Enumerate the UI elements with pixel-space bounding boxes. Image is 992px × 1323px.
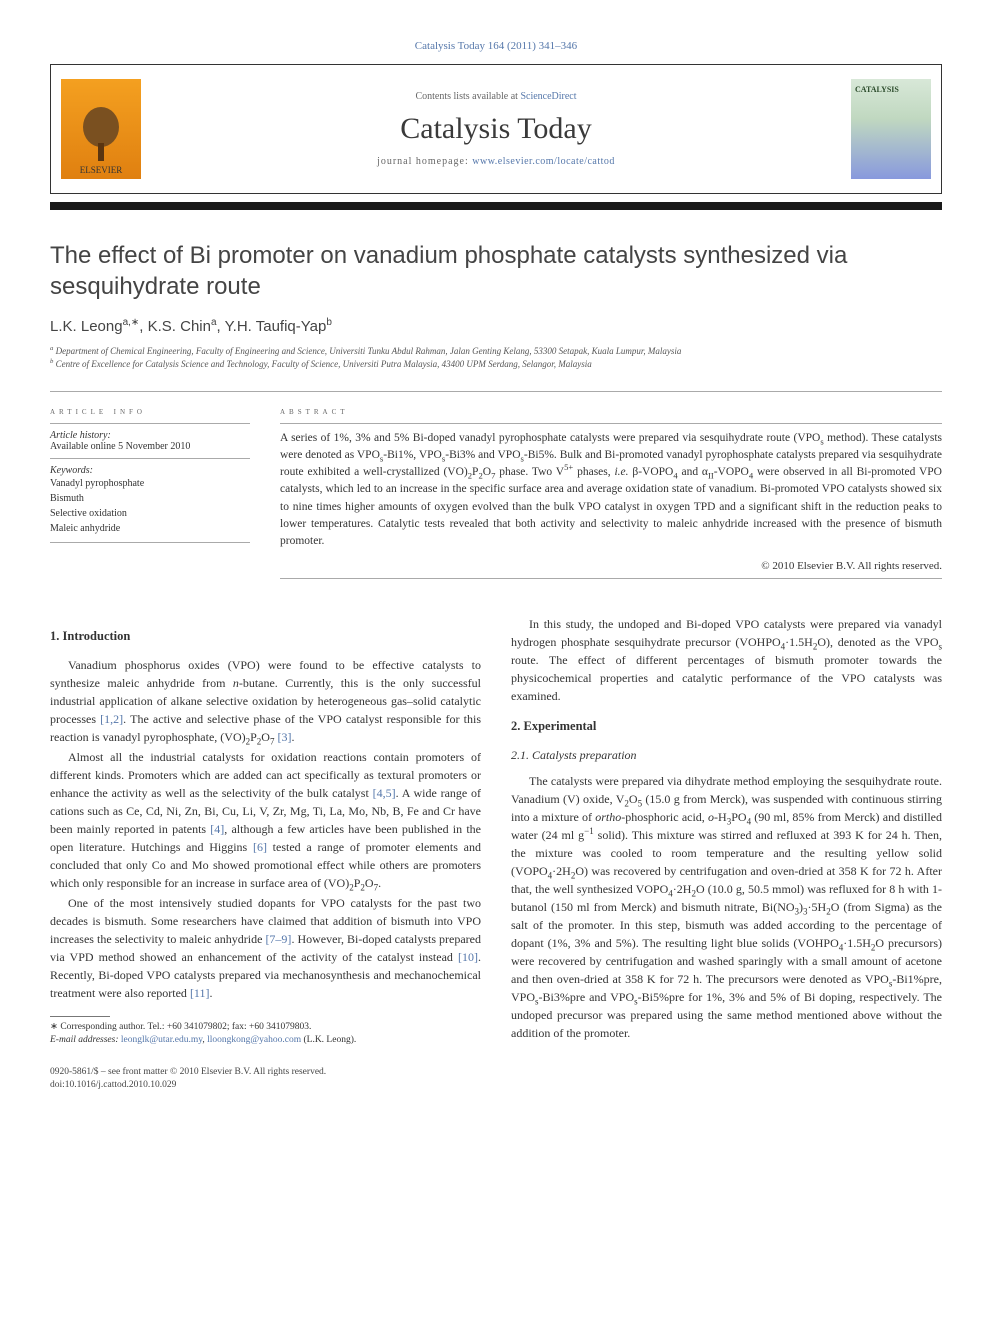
article-title: The effect of Bi promoter on vanadium ph… [50,240,942,302]
paragraph: The catalysts were prepared via dihydrat… [511,772,942,1042]
footnote-corr: ∗ Corresponding author. Tel.: +60 341079… [50,1021,481,1034]
article-info-heading: ARTICLE INFO [50,406,250,417]
email-link-1[interactable]: leonglk@utar.edu.my [121,1035,202,1045]
keywords-label: Keywords: [50,465,250,476]
affiliations: a Department of Chemical Engineering, Fa… [50,345,942,370]
keywords-list: Vanadyl pyrophosphate Bismuth Selective … [50,476,250,536]
sciencedirect-link[interactable]: ScienceDirect [520,91,576,102]
body-text: 1. Introduction Vanadium phosphorus oxid… [50,615,942,1047]
abstract-copyright: © 2010 Elsevier B.V. All rights reserved… [280,560,942,572]
elsevier-tree-icon [76,105,126,165]
subsection-heading-catalysts: 2.1. Catalysts preparation [511,746,942,764]
email-label: E-mail addresses: [50,1035,119,1045]
paragraph: In this study, the undoped and Bi-doped … [511,615,942,705]
journal-cover: CATALYSIS [841,65,941,193]
email-link-2[interactable]: lloongkong@yahoo.com [207,1035,301,1045]
abstract-heading: ABSTRACT [280,406,942,417]
section-heading-intro: 1. Introduction [50,627,481,646]
rule [50,391,942,392]
rule [280,423,942,424]
cover-title: CATALYSIS [855,85,927,94]
history-label: Article history: [50,430,250,441]
abstract-text: A series of 1%, 3% and 5% Bi-doped vanad… [280,430,942,551]
citation-line: Catalysis Today 164 (2011) 341–346 [50,40,942,52]
page-footer: 0920-5861/$ – see front matter © 2010 El… [50,1066,942,1093]
paragraph: Vanadium phosphorus oxides (VPO) were fo… [50,656,481,746]
keyword: Vanadyl pyrophosphate [50,476,250,491]
affiliation-a: a Department of Chemical Engineering, Fa… [50,345,942,358]
publisher-name: ELSEVIER [80,165,123,175]
divider-bar [50,202,942,210]
footer-doi: doi:10.1016/j.cattod.2010.10.029 [50,1079,942,1092]
keyword: Bismuth [50,491,250,506]
abstract: ABSTRACT A series of 1%, 3% and 5% Bi-do… [280,406,942,586]
history-value: Available online 5 November 2010 [50,441,250,452]
keyword: Selective oxidation [50,506,250,521]
corresponding-author-footnote: ∗ Corresponding author. Tel.: +60 341079… [50,1021,481,1048]
keyword: Maleic anhydride [50,521,250,536]
author-list: L.K. Leonga,∗, K.S. China, Y.H. Taufiq-Y… [50,318,942,335]
paragraph: One of the most intensively studied dopa… [50,894,481,1002]
contents-prefix: Contents lists available at [415,91,520,102]
homepage-link[interactable]: www.elsevier.com/locate/cattod [472,156,615,167]
publisher-logo: ELSEVIER [51,65,151,193]
section-heading-experimental: 2. Experimental [511,717,942,736]
homepage-prefix: journal homepage: [377,156,472,167]
journal-homepage: journal homepage: www.elsevier.com/locat… [377,156,615,167]
journal-header: ELSEVIER Contents lists available at Sci… [50,64,942,194]
paragraph: Almost all the industrial catalysts for … [50,748,481,892]
footnote-rule [50,1016,110,1017]
rule [50,542,250,543]
article-info: ARTICLE INFO Article history: Available … [50,406,250,586]
affiliation-b: b Centre of Excellence for Catalysis Sci… [50,358,942,371]
rule [50,458,250,459]
contents-available: Contents lists available at ScienceDirec… [415,91,576,102]
journal-name: Catalysis Today [400,112,592,146]
footer-frontmatter: 0920-5861/$ – see front matter © 2010 El… [50,1066,942,1079]
rule [280,578,942,579]
rule [50,423,250,424]
email-suffix: (L.K. Leong). [303,1035,356,1045]
